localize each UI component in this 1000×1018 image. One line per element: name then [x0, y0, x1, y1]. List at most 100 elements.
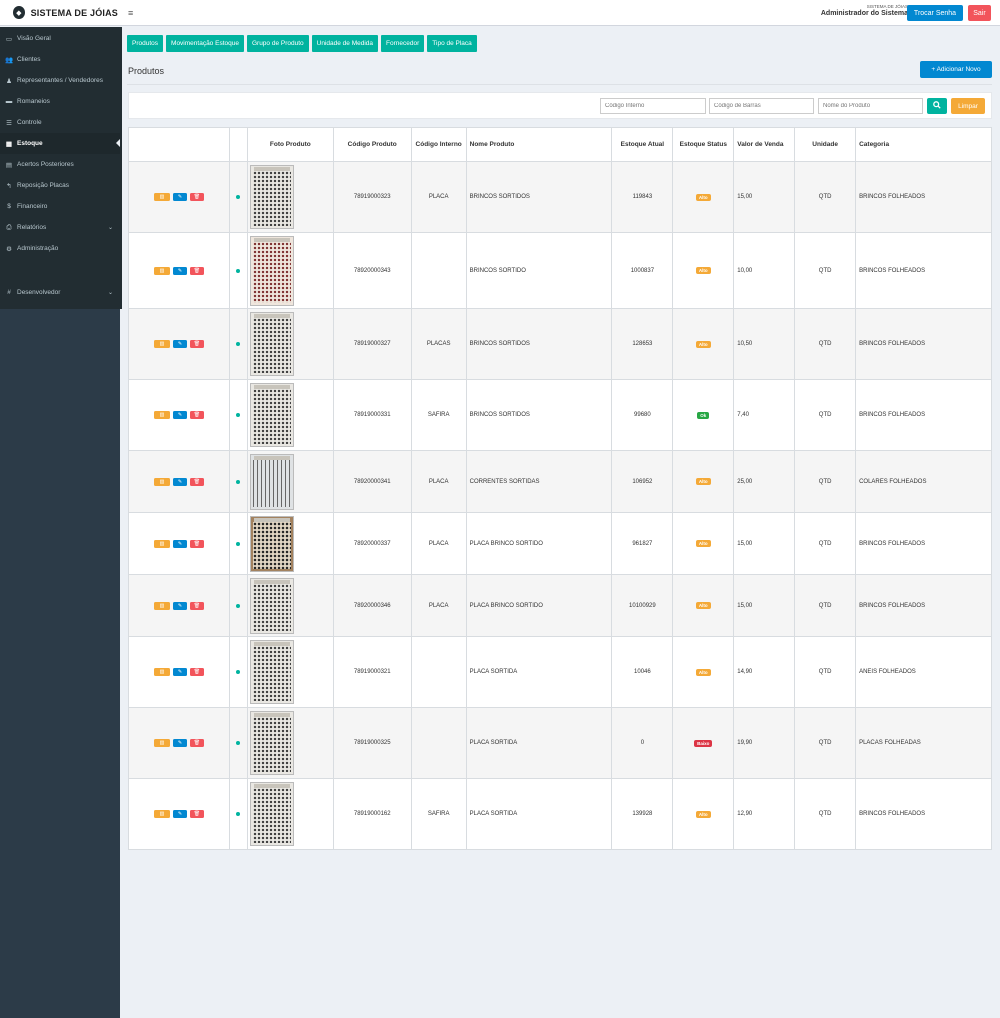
delete-button[interactable]: 🗑	[189, 266, 204, 275]
estoque-atual-cell: 106952	[611, 450, 674, 513]
delete-button[interactable]: 🗑	[189, 810, 204, 818]
edit-button[interactable]: ✎	[172, 539, 187, 548]
edit-button[interactable]: ✎	[172, 810, 187, 818]
delete-button[interactable]: 🗑	[189, 601, 204, 610]
estoque-status-cell: Ok	[672, 379, 735, 451]
sidebar-item-relatorios[interactable]: ⎙ Relatórios ⌄	[0, 217, 120, 238]
barcode-button[interactable]: ▥	[153, 193, 170, 201]
pencil-icon: ✎	[177, 267, 183, 274]
unidade-cell: QTD	[794, 778, 857, 850]
sidebar-item-acertos-posteriores[interactable]: ▤ Acertos Posteriores	[0, 154, 120, 175]
product-photo[interactable]	[249, 577, 294, 634]
edit-button[interactable]: ✎	[172, 668, 187, 676]
photo-cell	[246, 512, 334, 575]
edit-button[interactable]: ✎	[172, 739, 187, 747]
edit-button[interactable]: ✎	[172, 193, 187, 201]
codigo-interno-cell	[410, 232, 467, 309]
header-codigo-produto: Código Produto	[332, 127, 412, 162]
tab-tipo-placa[interactable]: Tipo de Placa	[427, 35, 477, 52]
edit-button[interactable]: ✎	[172, 601, 187, 610]
barcode-button[interactable]: ▥	[153, 739, 170, 747]
categoria-cell: PLACAS FOLHEADAS	[855, 707, 992, 779]
filter-panel: Limpar	[128, 92, 992, 119]
sidebar-item-label: Visão Geral	[17, 35, 51, 42]
sidebar-item-estoque[interactable]: ▦ Estoque	[0, 133, 120, 154]
codigo-barras-input[interactable]	[709, 98, 814, 114]
tab-unidade-medida[interactable]: Unidade de Medida	[311, 35, 379, 52]
product-photo[interactable]	[249, 453, 294, 510]
barcode-icon: ▥	[159, 412, 165, 418]
change-password-button[interactable]: Trocar Senha	[907, 5, 963, 21]
top-header: ◆ SISTEMA DE JÓIAS ≡ SISTEMA DE JÓIAS Ad…	[0, 0, 1000, 26]
delete-button[interactable]: 🗑	[189, 340, 204, 348]
active-indicator-cell	[228, 308, 248, 380]
unidade-cell: QTD	[794, 707, 857, 779]
sidebar-item-administracao[interactable]: ⚙ Administração	[0, 238, 120, 259]
codigo-interno-input[interactable]	[600, 98, 706, 114]
trash-icon: 🗑	[193, 540, 201, 547]
product-photo[interactable]	[249, 640, 294, 704]
tab-movimentacao-estoque[interactable]: Movimentação Estoque	[166, 35, 244, 52]
edit-button[interactable]: ✎	[172, 477, 187, 486]
edit-button[interactable]: ✎	[172, 411, 187, 419]
sidebar-item-reposicao-placas[interactable]: ↰ Reposição Placas	[0, 175, 120, 196]
product-photo[interactable]	[249, 782, 294, 846]
delete-button[interactable]: 🗑	[189, 539, 204, 548]
photo-cell	[246, 778, 334, 850]
barcode-button[interactable]: ▥	[153, 601, 170, 610]
sidebar-item-representantes-vendedores[interactable]: ♟ Representantes / Vendedores	[0, 70, 120, 91]
status-badge: Alto	[695, 810, 711, 818]
barcode-button[interactable]: ▥	[153, 539, 170, 548]
product-photo[interactable]	[249, 165, 294, 229]
tab-fornecedor[interactable]: Fornecedor	[381, 35, 425, 52]
add-new-button[interactable]: + Adicionar Novo	[920, 61, 992, 78]
categoria-cell: BRINCOS FOLHEADOS	[855, 161, 992, 233]
barcode-button[interactable]: ▥	[153, 340, 170, 348]
sidebar-item-romaneios[interactable]: ▬ Romaneios	[0, 91, 120, 112]
product-photo[interactable]	[249, 235, 294, 306]
estoque-status-cell: Alto	[672, 778, 735, 850]
sidebar-item-visao-geral[interactable]: ▭ Visão Geral	[0, 28, 120, 49]
barcode-button[interactable]: ▥	[153, 477, 170, 486]
tab-produtos[interactable]: Produtos	[127, 35, 164, 52]
user-tie-icon: ♟	[6, 77, 12, 85]
sidebar-item-desenvolvedor[interactable]: # Desenvolvedor ⌄	[0, 282, 120, 303]
delete-button[interactable]: 🗑	[189, 668, 204, 676]
reply-icon: ↰	[6, 182, 12, 190]
table-icon: ▦	[5, 140, 13, 148]
nome-produto-input[interactable]	[818, 98, 923, 114]
sidebar-item-financeiro[interactable]: $ Financeiro	[0, 196, 120, 217]
logout-button[interactable]: Sair	[968, 5, 991, 21]
status-badge: Alto	[695, 540, 711, 547]
product-photo[interactable]	[249, 515, 294, 572]
tab-grupo-produto[interactable]: Grupo de Produto	[246, 35, 309, 52]
product-photo[interactable]	[249, 312, 294, 376]
brand[interactable]: ◆ SISTEMA DE JÓIAS	[0, 0, 118, 26]
trash-icon: 🗑	[193, 602, 201, 609]
sidebar-item-controle[interactable]: ☰ Controle	[0, 112, 120, 133]
barcode-button[interactable]: ▥	[153, 810, 170, 818]
search-button[interactable]	[927, 98, 947, 114]
barcode-button[interactable]: ▥	[153, 266, 170, 275]
delete-button[interactable]: 🗑	[189, 739, 204, 747]
delete-button[interactable]: 🗑	[189, 411, 204, 419]
valor-venda-cell: 15,00	[733, 574, 796, 637]
delete-button[interactable]: 🗑	[189, 477, 204, 486]
menu-toggle-icon[interactable]: ≡	[128, 7, 134, 18]
barcode-button[interactable]: ▥	[153, 668, 170, 676]
product-photo[interactable]	[249, 711, 294, 775]
estoque-status-cell: Alto	[672, 636, 735, 708]
barcode-button[interactable]: ▥	[153, 411, 170, 419]
photo-board-header	[253, 385, 290, 389]
photo-board-header	[253, 314, 290, 318]
edit-button[interactable]: ✎	[172, 340, 187, 348]
sidebar-item-clientes[interactable]: 👥 Clientes	[0, 49, 120, 70]
delete-button[interactable]: 🗑	[189, 193, 204, 201]
edit-button[interactable]: ✎	[172, 266, 187, 275]
clear-button[interactable]: Limpar	[951, 98, 985, 114]
photo-cell	[246, 574, 334, 637]
codigo-interno-cell	[410, 636, 467, 708]
barcode-icon: ▥	[159, 267, 165, 274]
product-photo[interactable]	[249, 383, 294, 447]
photo-board	[252, 459, 291, 507]
